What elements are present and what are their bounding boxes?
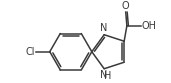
Text: O: O: [122, 1, 129, 11]
Text: N: N: [100, 23, 107, 33]
Text: H: H: [104, 71, 112, 81]
Text: N: N: [100, 70, 107, 80]
Text: OH: OH: [141, 21, 156, 31]
Text: Cl: Cl: [26, 47, 35, 57]
